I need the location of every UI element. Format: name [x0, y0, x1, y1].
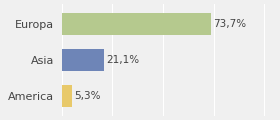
Bar: [62, 49, 104, 71]
Text: 21,1%: 21,1%: [106, 55, 139, 65]
Bar: [62, 85, 72, 107]
Bar: [62, 13, 211, 35]
Text: 73,7%: 73,7%: [213, 19, 246, 29]
Text: 5,3%: 5,3%: [74, 91, 101, 101]
